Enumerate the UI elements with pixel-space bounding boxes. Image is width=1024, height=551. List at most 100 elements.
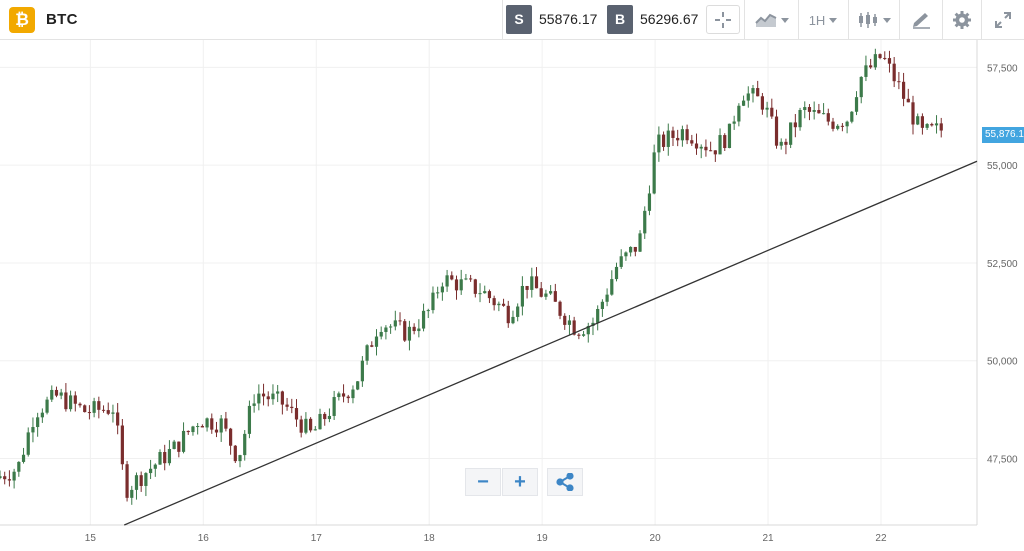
sell-price-button[interactable]: S 55876.17 <box>506 5 604 34</box>
candle-body <box>45 399 49 413</box>
candle-body <box>412 326 416 332</box>
candle-body <box>280 391 284 405</box>
candle-body <box>205 418 209 428</box>
candle-body <box>506 305 510 324</box>
candle-body <box>530 276 534 290</box>
sell-price: 55876.17 <box>539 11 598 27</box>
candle-body <box>111 412 115 414</box>
candle-body <box>87 412 92 414</box>
candle-body <box>614 266 619 280</box>
candle-body <box>572 320 576 335</box>
candle-body <box>770 107 774 117</box>
candle-body <box>685 129 689 141</box>
candle-body <box>351 389 355 399</box>
chart-type-icon <box>755 13 777 27</box>
candle-body <box>671 130 675 138</box>
candle-body <box>440 286 444 293</box>
price-chart[interactable]: 15 16 17 18 19 20 21 22 47,500 50,000 52,500 55,00… <box>0 40 1024 551</box>
candle-body <box>774 116 779 146</box>
candle-body <box>840 125 845 127</box>
candle-body <box>939 123 943 131</box>
candle-body <box>892 63 896 82</box>
candle-body <box>294 408 299 420</box>
candle-body <box>619 256 623 267</box>
crosshair-icon <box>715 11 731 28</box>
candle-body <box>299 419 303 433</box>
trendline[interactable] <box>123 160 978 526</box>
candle-body <box>398 320 402 322</box>
candle-body <box>261 393 266 397</box>
fullscreen-button[interactable] <box>984 0 1022 40</box>
candle-body <box>125 464 129 498</box>
candles-button[interactable] <box>851 0 897 40</box>
settings-button[interactable] <box>945 0 979 40</box>
gear-icon <box>953 11 971 29</box>
drawing-tools-button[interactable] <box>902 0 940 40</box>
y-tick-label: 52,500 <box>987 259 1018 270</box>
candle-body <box>238 455 242 462</box>
candle-body <box>741 100 746 106</box>
candle-body <box>356 381 360 390</box>
zoom-in-button[interactable]: + <box>502 468 538 496</box>
candle-body <box>831 121 835 129</box>
candle-body <box>511 316 515 324</box>
share-button[interactable] <box>547 468 583 496</box>
buy-price-button[interactable]: B 56296.67 <box>607 5 705 34</box>
candle-body <box>83 405 87 413</box>
x-axis-labels: 15 16 17 18 19 20 21 22 <box>85 533 887 544</box>
toolbar-divider <box>502 0 503 40</box>
candles-icon <box>859 12 877 28</box>
candle-body <box>483 291 487 294</box>
candle-body <box>92 401 96 413</box>
candle-body <box>229 428 233 446</box>
candle-body <box>544 293 548 297</box>
candle-body <box>210 418 214 430</box>
candle-body <box>421 310 426 329</box>
current-price-flag: 55,876.17 <box>982 127 1024 143</box>
candle-body <box>407 326 412 341</box>
candle-body <box>365 345 369 361</box>
candle-body <box>130 489 134 498</box>
candle-body <box>704 146 708 151</box>
candle-body <box>901 81 906 99</box>
fullscreen-icon <box>995 12 1011 28</box>
candle-body <box>737 105 741 122</box>
candle-body <box>850 111 854 122</box>
candle-body <box>243 433 247 456</box>
candle-body <box>605 294 609 302</box>
candle-body <box>50 389 54 400</box>
candle-body <box>469 278 473 280</box>
candle-body <box>789 122 793 145</box>
candle-body <box>501 303 506 306</box>
candle-body <box>647 193 652 211</box>
candle-body <box>54 389 59 396</box>
chart-type-button[interactable] <box>748 0 796 40</box>
candle-body <box>181 430 186 452</box>
candle-body <box>600 301 604 309</box>
candle-body <box>3 476 7 480</box>
candle-body <box>596 308 600 323</box>
candle-body <box>516 306 520 317</box>
candle-body <box>906 98 910 103</box>
candle-body <box>196 426 200 428</box>
candle-body <box>360 360 364 382</box>
buy-price: 56296.67 <box>640 11 699 27</box>
x-tick-label: 17 <box>311 533 323 544</box>
candle-body <box>318 413 322 430</box>
timeframe-button[interactable]: 1H <box>801 0 845 40</box>
candle-body <box>313 429 317 431</box>
candle-body <box>821 113 826 115</box>
candle-body <box>73 395 77 404</box>
candle-body <box>101 409 106 411</box>
candle-body <box>7 479 12 481</box>
candle-body <box>525 285 529 290</box>
zoom-out-button[interactable]: − <box>465 468 501 496</box>
candle-body <box>327 415 332 420</box>
crosshair-button[interactable] <box>706 5 740 34</box>
candle-body <box>276 391 280 394</box>
candle-body <box>864 65 868 77</box>
candle-body <box>558 301 562 316</box>
candle-body <box>309 418 313 431</box>
candle-body <box>454 279 459 291</box>
candle-body <box>539 288 543 297</box>
